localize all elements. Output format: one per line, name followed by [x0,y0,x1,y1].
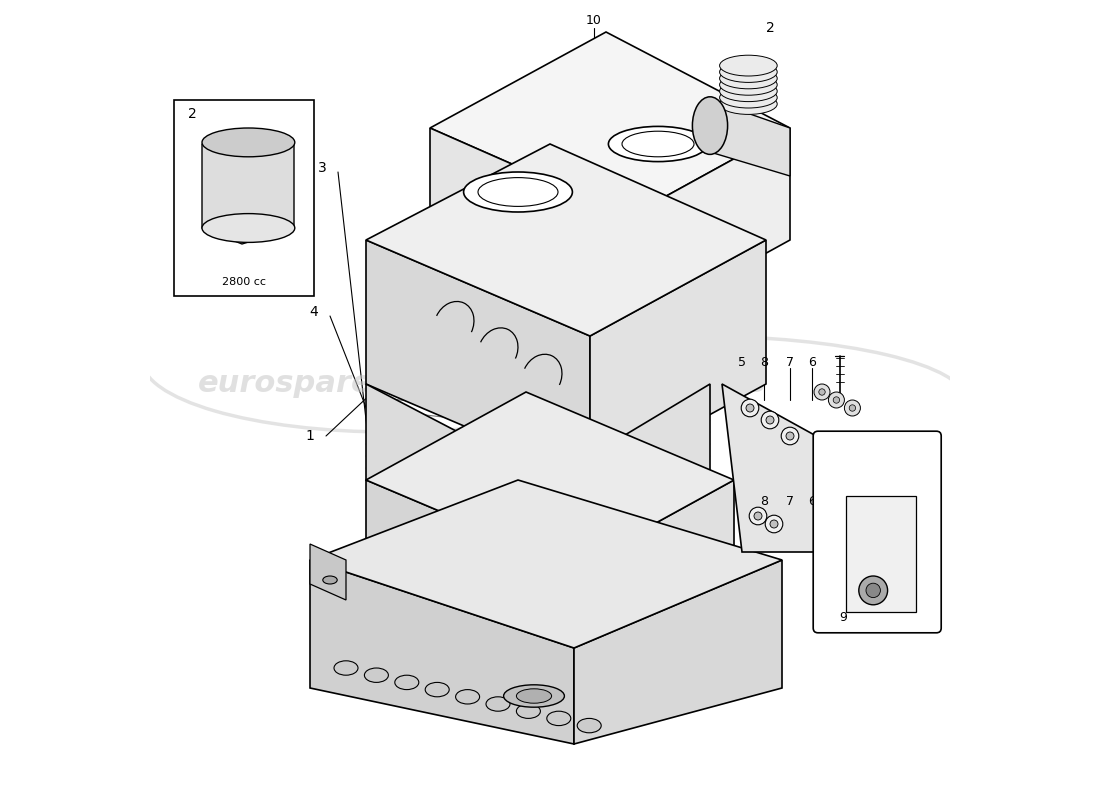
Polygon shape [202,144,294,244]
Polygon shape [722,384,862,552]
Text: 10: 10 [586,14,602,26]
Polygon shape [310,480,782,648]
Ellipse shape [749,507,767,525]
Polygon shape [366,144,766,336]
Text: 8: 8 [760,356,769,369]
Ellipse shape [770,520,778,528]
Polygon shape [710,100,790,176]
Polygon shape [430,128,630,328]
Ellipse shape [692,97,727,154]
Ellipse shape [478,178,558,206]
Text: 1: 1 [306,429,315,443]
Polygon shape [550,384,710,568]
Text: eurospares: eurospares [198,370,390,398]
Ellipse shape [202,128,295,157]
Ellipse shape [828,392,845,408]
Ellipse shape [364,668,388,682]
Bar [846,496,916,612]
Ellipse shape [719,68,778,89]
Bar [174,100,314,296]
Ellipse shape [849,405,856,411]
Ellipse shape [322,576,338,584]
Ellipse shape [608,126,707,162]
Text: 3: 3 [318,161,327,175]
Ellipse shape [781,427,799,445]
Polygon shape [590,240,766,480]
Polygon shape [366,392,734,568]
Ellipse shape [426,682,449,697]
Ellipse shape [859,576,888,605]
Ellipse shape [754,512,762,520]
Ellipse shape [719,81,778,102]
Ellipse shape [719,94,778,114]
Text: 7: 7 [786,356,794,369]
Text: 9: 9 [839,611,847,624]
Text: 8: 8 [760,495,769,508]
Ellipse shape [455,690,480,704]
Ellipse shape [746,404,754,412]
Ellipse shape [719,62,778,82]
Text: 2: 2 [188,106,197,121]
Ellipse shape [719,87,778,108]
Ellipse shape [621,131,694,157]
Ellipse shape [818,389,825,395]
Ellipse shape [719,74,778,95]
Text: 5: 5 [738,356,746,369]
Ellipse shape [833,397,839,403]
Polygon shape [574,560,782,744]
Ellipse shape [395,675,419,690]
Ellipse shape [334,661,358,675]
Text: 6: 6 [808,495,816,508]
Ellipse shape [741,399,759,417]
Polygon shape [366,240,590,480]
Ellipse shape [866,583,880,598]
Ellipse shape [463,172,572,212]
Polygon shape [630,128,790,328]
Polygon shape [574,480,734,648]
Ellipse shape [766,515,783,533]
Ellipse shape [516,704,540,718]
Text: 2800 cc: 2800 cc [222,277,266,286]
Polygon shape [318,552,366,608]
Ellipse shape [202,214,295,242]
Ellipse shape [486,697,510,711]
Text: 7: 7 [786,495,794,508]
Ellipse shape [504,685,564,707]
Polygon shape [366,384,550,568]
Polygon shape [310,560,574,744]
Text: 4: 4 [309,305,318,319]
Ellipse shape [786,432,794,440]
Ellipse shape [719,55,778,76]
Polygon shape [366,480,574,648]
Text: 2: 2 [766,21,774,35]
Ellipse shape [516,689,551,703]
Ellipse shape [547,711,571,726]
Ellipse shape [761,411,779,429]
Text: eurospares: eurospares [573,370,767,398]
FancyBboxPatch shape [813,431,942,633]
Ellipse shape [845,400,860,416]
Ellipse shape [814,384,830,400]
Polygon shape [430,32,790,216]
Text: 6: 6 [808,356,816,369]
Ellipse shape [766,416,774,424]
Ellipse shape [578,718,602,733]
Polygon shape [310,544,346,600]
